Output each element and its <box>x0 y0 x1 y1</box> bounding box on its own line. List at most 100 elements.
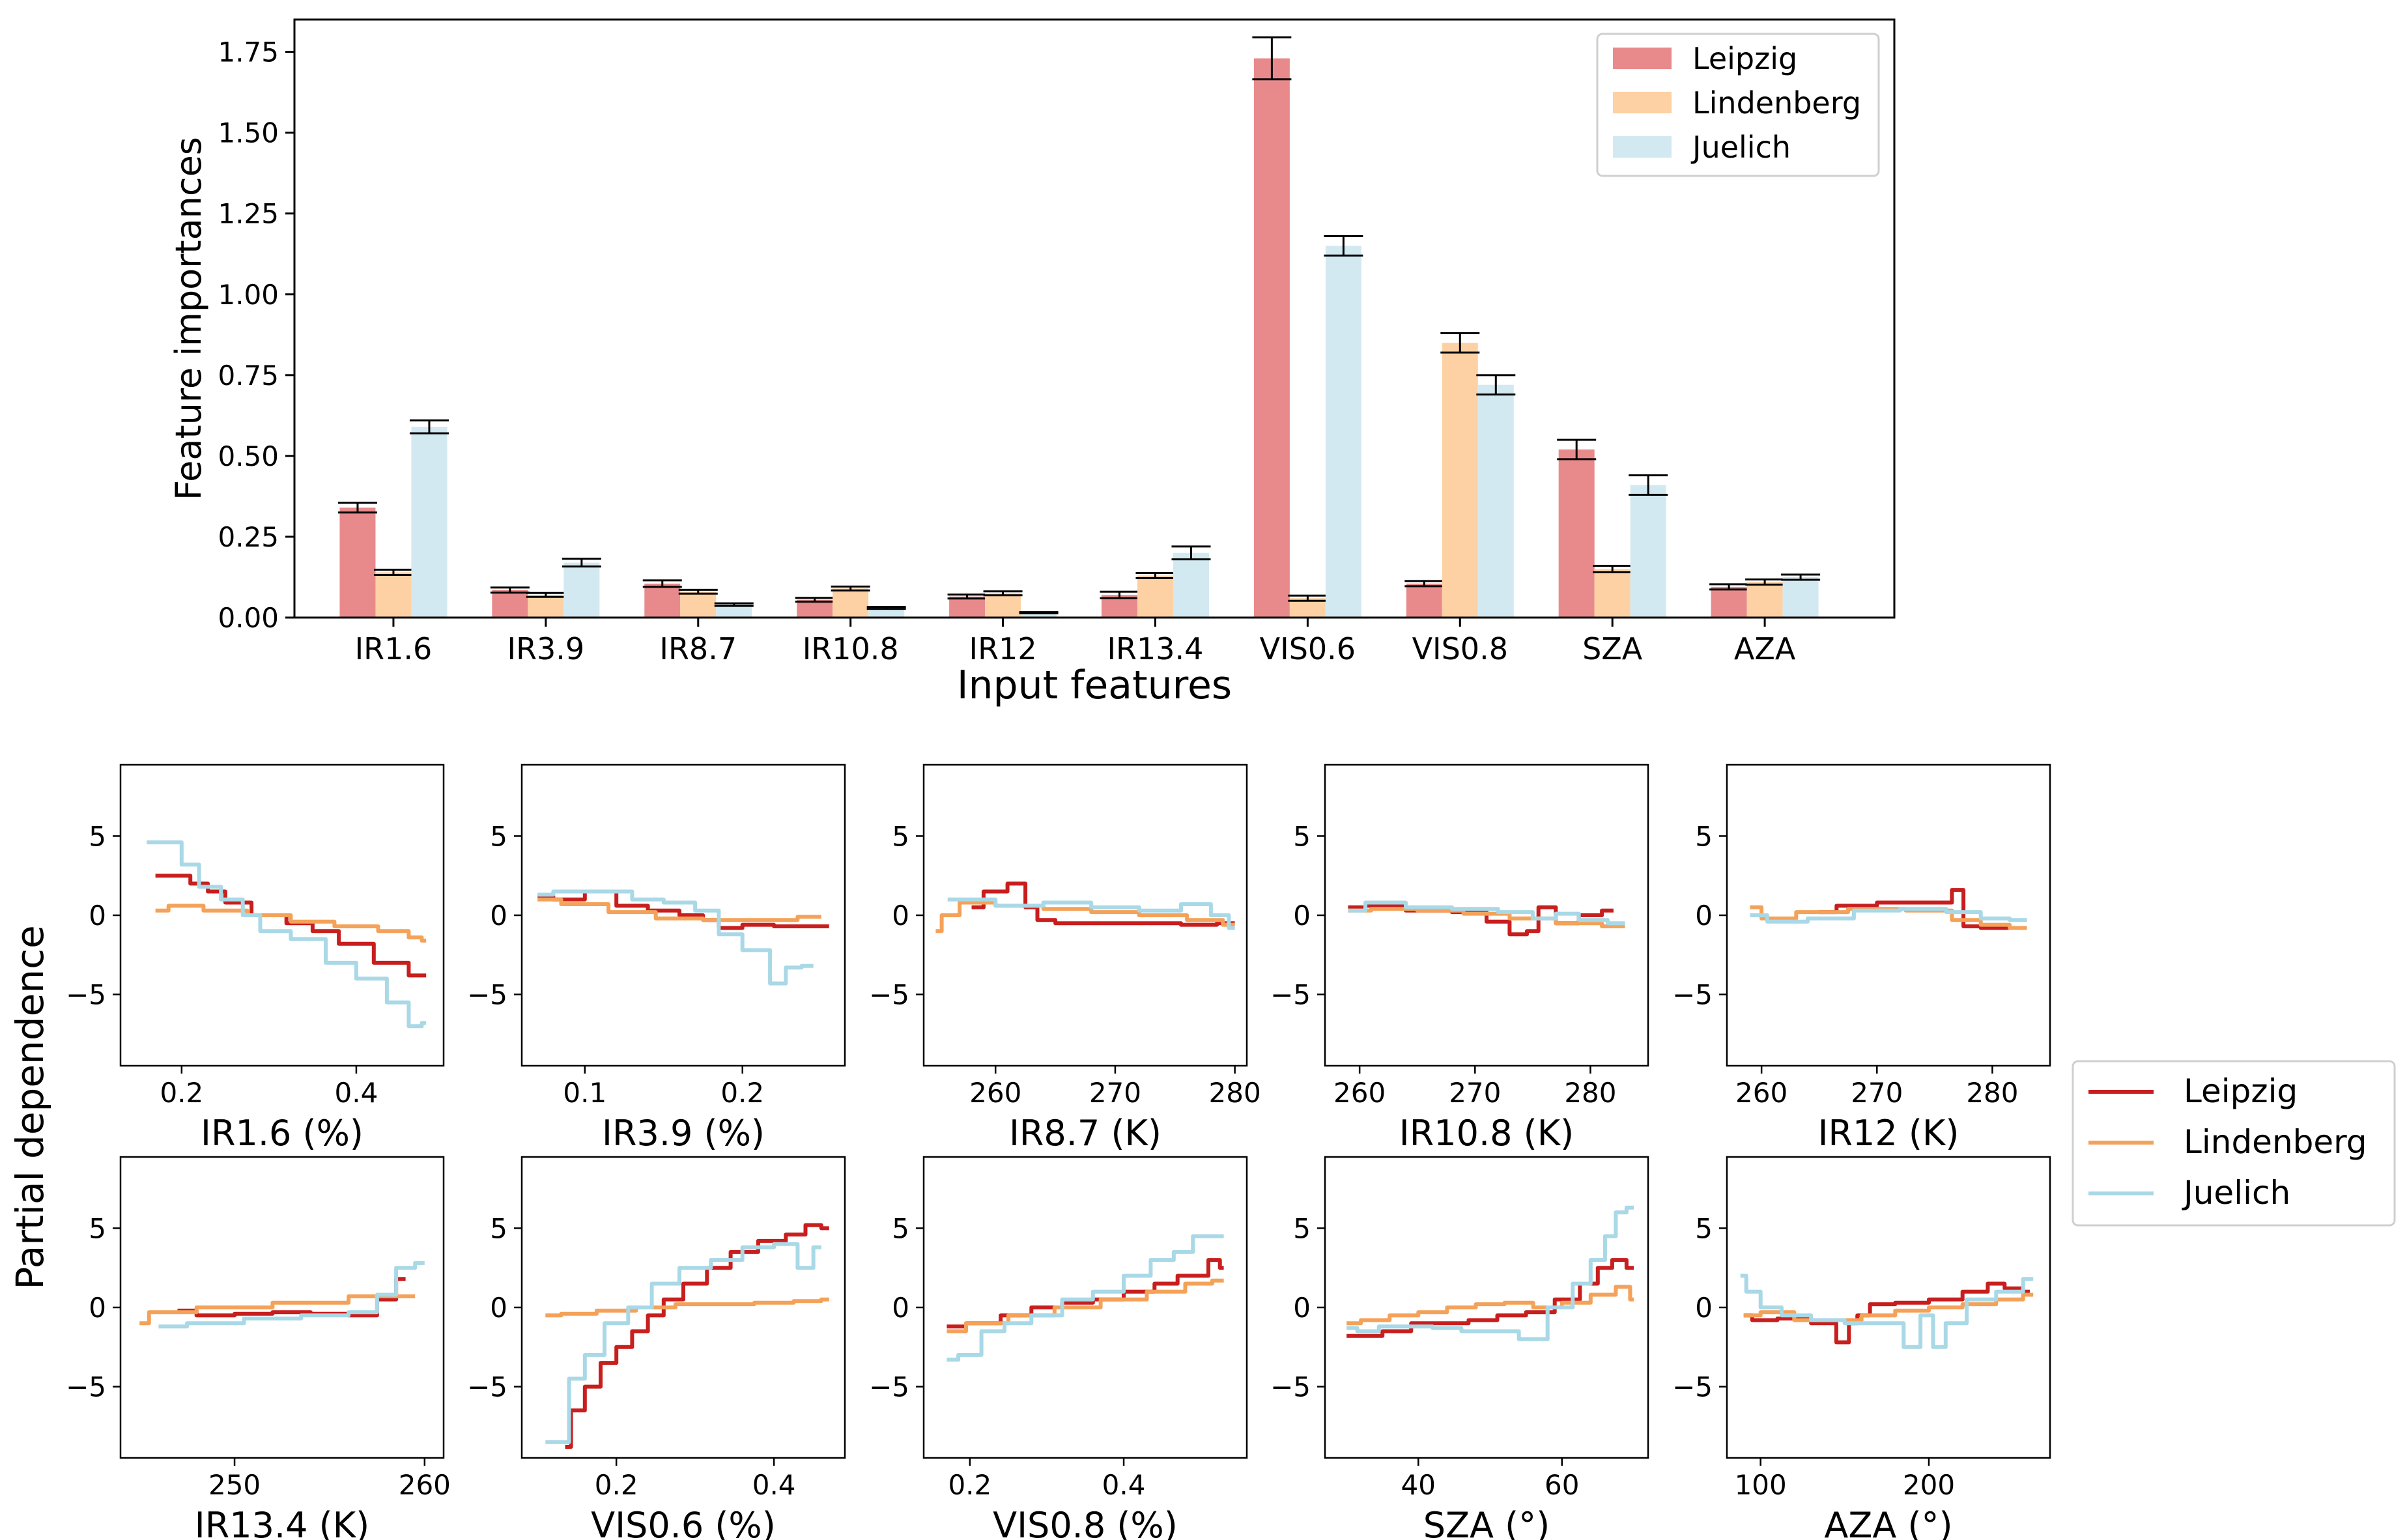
pdp-legend-label-lindenberg: Lindenberg <box>2184 1123 2367 1161</box>
pdp-x-axis-label: VIS0.8 (%) <box>993 1505 1178 1540</box>
pdp-y-tick-label: −5 <box>66 1371 106 1403</box>
pdp-y-tick-label: 5 <box>1695 1212 1713 1244</box>
pdp-line-leipzig <box>177 1277 406 1318</box>
pdp-y-tick-label: −5 <box>467 979 507 1011</box>
pdp-panel-1: 5 0 −5 0.2 0.4 IR1.6 (%) <box>66 763 445 1154</box>
pdp-line-juelich <box>947 1234 1224 1362</box>
pdp-line-lindenberg <box>947 1278 1224 1333</box>
pdp-line-juelich <box>1750 907 2027 924</box>
pdp-panel-8: 5 0 −5 0.2 0.4 VIS0.8 (%) <box>869 1156 1248 1540</box>
pdp-x-axis-label: AZA (°) <box>1824 1505 1952 1540</box>
pdp-y-tick-label: −5 <box>1270 1371 1311 1403</box>
pdp-y-tick-label: 0 <box>1293 1292 1311 1324</box>
pdp-panel-frame <box>1726 763 2051 1067</box>
bar-legend-label-leipzig: Leipzig <box>1692 41 1797 76</box>
pdp-legend-label-juelich: Juelich <box>2182 1174 2290 1212</box>
pdp-x-tick-label: 270 <box>1449 1077 1501 1109</box>
pdp-x-axis-label: IR10.8 (K) <box>1399 1113 1574 1154</box>
pdp-legend: Leipzig Lindenberg Juelich <box>2072 1060 2396 1227</box>
pdp-panel-frame <box>1324 763 1649 1067</box>
pdp-y-tick-label: 0 <box>892 900 909 932</box>
bar-juelich <box>716 605 752 618</box>
pdp-x-axis-label: IR8.7 (K) <box>1009 1113 1161 1154</box>
pdp-x-tick-label: 40 <box>1401 1469 1436 1501</box>
bar-legend-swatch-juelich <box>1613 136 1672 158</box>
bar-y-tick-label: 0.50 <box>218 440 279 472</box>
pdp-line-leipzig <box>565 1223 829 1449</box>
pdp-x-axis-label: IR12 (K) <box>1818 1113 1959 1154</box>
pdp-line-leipzig <box>1346 1258 1634 1338</box>
bar-x-tick-label: VIS0.6 <box>1260 631 1356 666</box>
bar-lindenberg <box>528 595 564 618</box>
bar-chart-plot-frame <box>293 18 1896 619</box>
pdp-y-tick-label: 5 <box>89 820 106 852</box>
pdp-x-tick-label: 0.4 <box>752 1469 796 1501</box>
pdp-y-axis-label: Partial dependence <box>8 925 52 1289</box>
pdp-y-tick-label: 5 <box>490 1212 507 1244</box>
pdp-y-tick-label: −5 <box>869 1371 909 1403</box>
pdp-panel-2: 5 0 −5 0.1 0.2 IR3.9 (%) <box>467 763 846 1154</box>
pdp-line-juelich <box>1348 900 1625 926</box>
pdp-y-tick-label: −5 <box>1672 1371 1713 1403</box>
bar-x-tick-label: VIS0.8 <box>1412 631 1508 666</box>
pdp-panel-frame <box>1726 1156 2051 1459</box>
bar-y-tick-label: 1.00 <box>218 279 279 311</box>
bar-lindenberg <box>375 572 412 618</box>
pdp-x-tick-label: 0.4 <box>335 1077 378 1109</box>
pdp-x-tick-label: 270 <box>1851 1077 1903 1109</box>
pdp-panel-frame <box>922 1156 1248 1459</box>
bar-leipzig <box>492 590 528 618</box>
bar-lindenberg <box>1594 569 1631 618</box>
pdp-panel-frame <box>922 763 1248 1067</box>
pdp-y-tick-label: −5 <box>66 979 106 1011</box>
bar-juelich <box>1021 612 1057 618</box>
bar-leipzig <box>1406 583 1442 618</box>
pdp-line-juelich <box>1740 1274 2034 1349</box>
pdp-line-leipzig <box>537 889 829 930</box>
pdp-line-leipzig <box>155 874 427 978</box>
bar-x-tick-label: IR3.9 <box>507 631 585 666</box>
pdp-line-lindenberg <box>537 897 821 922</box>
pdp-x-tick-label: 280 <box>1564 1077 1616 1109</box>
bar-chart-legend: Leipzig Lindenberg Juelich <box>1596 33 1880 177</box>
bar-x-tick-label: IR13.4 <box>1107 631 1203 666</box>
bar-y-tick-label: 0.25 <box>218 521 279 553</box>
pdp-panel-frame <box>520 1156 846 1459</box>
pdp-line-juelich <box>947 897 1235 930</box>
pdp-line-juelich <box>1346 1205 1634 1341</box>
pdp-y-tick-label: 0 <box>89 1292 106 1324</box>
bar-lindenberg <box>1137 575 1173 618</box>
pdp-line-juelich <box>147 840 427 1029</box>
bar-juelich <box>868 608 905 618</box>
bar-y-tick-label: 1.50 <box>218 117 279 149</box>
bar-x-tick-label: AZA <box>1734 631 1796 666</box>
bar-x-tick-label: IR10.8 <box>803 631 899 666</box>
pdp-y-tick-label: 5 <box>490 820 507 852</box>
pdp-x-tick-label: 270 <box>1089 1077 1141 1109</box>
pdp-x-tick-label: 0.2 <box>720 1077 764 1109</box>
bar-chart-y-axis-label: Feature importances <box>168 137 209 500</box>
feature-importance-bar-chart: 0.000.250.500.751.001.251.501.75 IR1.6 IR… <box>168 18 1896 708</box>
pdp-x-tick-label: 260 <box>399 1469 451 1501</box>
bar-x-tick-label: IR1.6 <box>355 631 433 666</box>
pdp-y-tick-label: 0 <box>1695 1292 1713 1324</box>
bar-y-tick-label: 1.25 <box>218 198 279 230</box>
bar-juelich <box>563 562 600 618</box>
bar-juelich <box>1477 384 1514 618</box>
pdp-x-tick-label: 280 <box>1209 1077 1261 1109</box>
pdp-line-juelich <box>158 1261 425 1329</box>
pdp-x-axis-label: IR1.6 (%) <box>201 1113 363 1154</box>
pdp-y-tick-label: −5 <box>1270 979 1311 1011</box>
pdp-line-lindenberg <box>1346 1285 1634 1326</box>
pdp-x-tick-label: 260 <box>1333 1077 1386 1109</box>
pdp-x-axis-label: IR3.9 (%) <box>602 1113 765 1154</box>
bar-leipzig <box>644 583 681 618</box>
pdp-panel-9: 5 0 −5 40 60 SZA (°) <box>1270 1156 1649 1540</box>
pdp-y-tick-label: 0 <box>892 1292 909 1324</box>
pdp-panel-frame <box>119 1156 445 1459</box>
bar-legend-label-lindenberg: Lindenberg <box>1692 85 1861 121</box>
pdp-x-axis-label: VIS0.6 (%) <box>591 1505 776 1540</box>
bar-leipzig <box>1253 58 1290 618</box>
bar-legend-swatch-leipzig <box>1613 48 1672 69</box>
